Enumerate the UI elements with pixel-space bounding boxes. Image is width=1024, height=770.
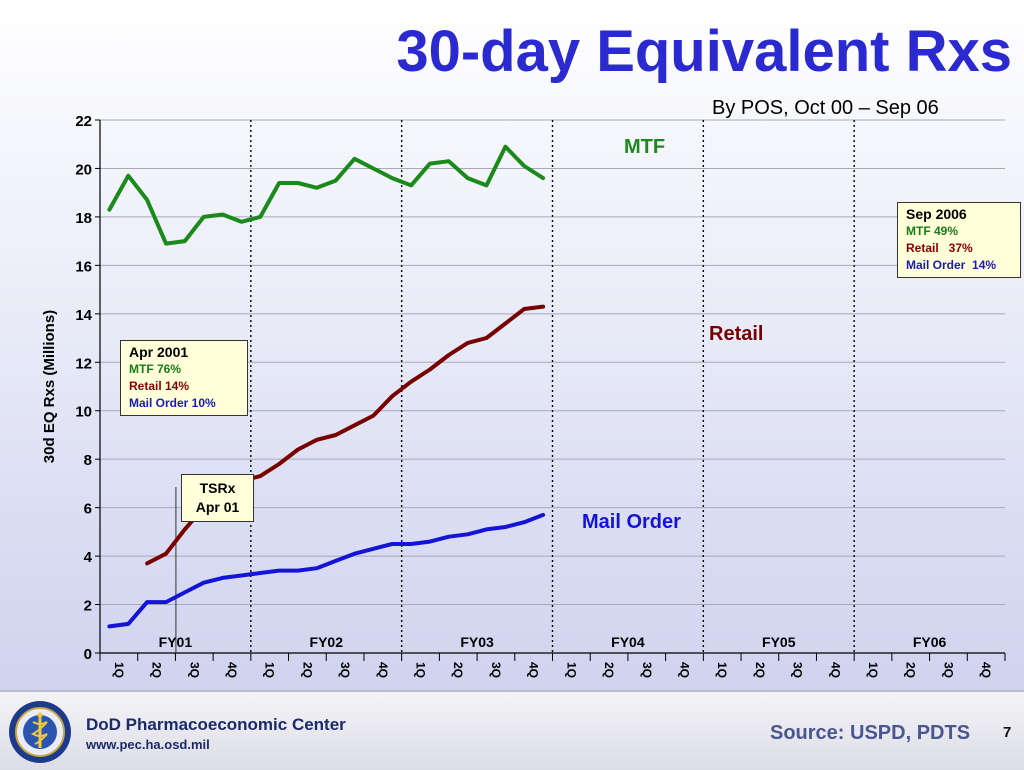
y-tick-label: 18 xyxy=(75,210,92,227)
callout-apr-2001-mail: Mail Order 10% xyxy=(129,396,216,410)
fiscal-year-label: FY04 xyxy=(611,634,645,650)
pharmacoeconomic-center-seal-icon xyxy=(9,701,71,763)
x-tick-label-quarter: 3Q xyxy=(941,662,955,678)
x-tick-label-quarter: 3Q xyxy=(338,662,352,678)
y-tick-label: 6 xyxy=(84,501,92,518)
series-label-mtf: MTF xyxy=(624,136,665,158)
y-tick-label: 8 xyxy=(84,452,92,469)
series-label-retail: Retail xyxy=(709,323,763,345)
chart-subtitle: By POS, Oct 00 – Sep 06 xyxy=(712,97,939,119)
fiscal-year-label: FY05 xyxy=(762,634,796,650)
x-tick-label-quarter: 4Q xyxy=(376,662,390,678)
x-tick-label-quarter: 2Q xyxy=(602,662,616,678)
x-tick-label-quarter: 3Q xyxy=(489,662,503,678)
x-tick-label-quarter: 1Q xyxy=(564,662,578,678)
x-tick-label-quarter: 4Q xyxy=(979,662,993,678)
callout-tsrx-line2: Apr 01 xyxy=(195,499,240,515)
y-tick-label: 16 xyxy=(75,258,92,275)
fiscal-year-label: FY06 xyxy=(913,634,947,650)
callout-sep-2006-retail: Retail 37% xyxy=(906,241,973,255)
series-label-mail-order: Mail Order xyxy=(582,511,681,533)
fiscal-year-label: FY02 xyxy=(310,634,344,650)
series-line-mail-order xyxy=(107,512,546,629)
x-tick-label-quarter: 2Q xyxy=(904,662,918,678)
x-tick-label-quarter: 4Q xyxy=(527,662,541,678)
callout-sep-2006-mtf: MTF 49% xyxy=(906,224,959,238)
y-tick-label: 0 xyxy=(84,646,92,663)
page-number: 7 xyxy=(1003,724,1012,741)
callout-tsrx: TSRx Apr 01 xyxy=(181,474,254,522)
x-tick-label-quarter: 1Q xyxy=(112,662,126,678)
x-tick-label-quarter: 2Q xyxy=(150,662,164,678)
x-tick-label-quarter: 3Q xyxy=(187,662,201,678)
organization-url[interactable]: www.pec.ha.osd.mil xyxy=(86,737,210,752)
callout-sep-2006-mail: Mail Order 14% xyxy=(906,258,997,272)
footer-bar: DoD Pharmacoeconomic Center www.pec.ha.o… xyxy=(0,690,1024,770)
y-tick-label: 20 xyxy=(75,161,92,178)
callout-apr-2001-retail: Retail 14% xyxy=(129,379,190,393)
x-tick-label-quarter: 1Q xyxy=(715,662,729,678)
y-tick-label: 14 xyxy=(75,307,92,324)
series-line-mtf xyxy=(107,144,546,246)
x-tick-label-quarter: 2Q xyxy=(753,662,767,678)
x-tick-label-quarter: 3Q xyxy=(791,662,805,678)
x-tick-label-quarter: 1Q xyxy=(866,662,880,678)
x-tick-label-quarter: 4Q xyxy=(225,662,239,678)
callout-apr-2001: Apr 2001 MTF 76% Retail 14% Mail Order 1… xyxy=(120,340,248,416)
callout-sep-2006-heading: Sep 2006 xyxy=(906,206,967,222)
x-tick-label-quarter: 1Q xyxy=(414,662,428,678)
y-tick-label: 2 xyxy=(84,598,92,615)
y-tick-label: 12 xyxy=(75,355,92,372)
y-tick-label: 10 xyxy=(75,404,92,421)
y-tick-label: 22 xyxy=(75,113,92,130)
callout-apr-2001-heading: Apr 2001 xyxy=(129,344,189,360)
x-tick-label-quarter: 2Q xyxy=(451,662,465,678)
organization-name: DoD Pharmacoeconomic Center xyxy=(86,715,346,734)
callout-tsrx-line1: TSRx xyxy=(199,480,236,496)
x-tick-label-quarter: 3Q xyxy=(640,662,654,678)
source-citation: Source: USPD, PDTS xyxy=(770,722,971,744)
callout-apr-2001-mtf: MTF 76% xyxy=(129,362,182,376)
x-tick-label-quarter: 4Q xyxy=(828,662,842,678)
callout-sep-2006: Sep 2006 MTF 49% Retail 37% Mail Order 1… xyxy=(897,202,1021,278)
x-tick-label-quarter: 1Q xyxy=(263,662,277,678)
fiscal-year-label: FY03 xyxy=(460,634,494,650)
x-tick-label-quarter: 4Q xyxy=(677,662,691,678)
y-axis-label: 30d EQ Rxs (Millions) xyxy=(41,310,58,463)
y-tick-label: 4 xyxy=(84,549,93,566)
x-tick-label-quarter: 2Q xyxy=(300,662,314,678)
slide-title: 30-day Equivalent Rxs xyxy=(396,19,1012,84)
